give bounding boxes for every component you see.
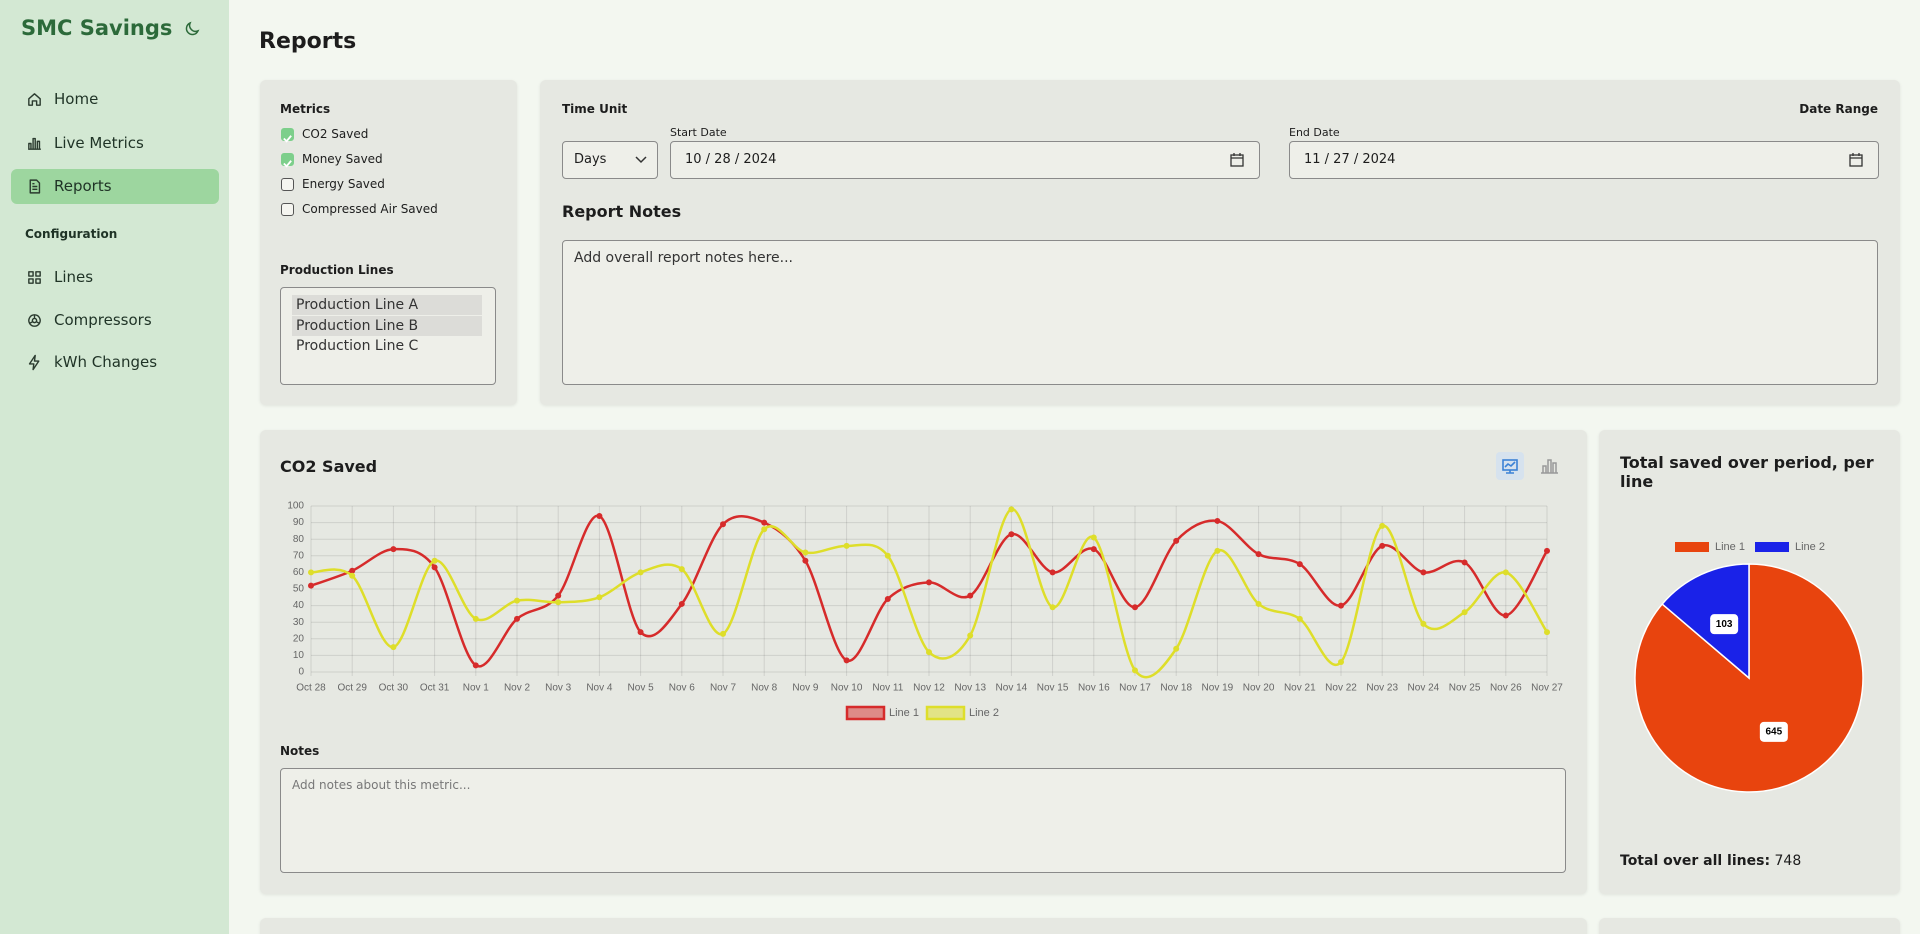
select-value: Days bbox=[574, 152, 607, 167]
date-value: 10 / 28 / 2024 bbox=[685, 152, 777, 167]
calendar-icon bbox=[1849, 153, 1863, 167]
nav-icon bbox=[28, 354, 40, 371]
time-unit-select[interactable]: Days bbox=[562, 141, 658, 179]
date-input[interactable]: 11 / 27 / 2024 bbox=[1289, 141, 1879, 179]
report-notes-title: Report Notes bbox=[562, 202, 682, 221]
date-value: 11 / 27 / 2024 bbox=[1304, 152, 1396, 167]
brand: SMC Savings bbox=[21, 16, 173, 40]
check bbox=[283, 160, 292, 168]
chart-title: Total saved over period, per line bbox=[1620, 453, 1874, 491]
total-label: Total over all lines: bbox=[1620, 853, 1771, 869]
placeholder: Add notes about this metric... bbox=[292, 778, 471, 792]
checkbox-label: Energy Saved bbox=[302, 177, 385, 191]
checkbox[interactable] bbox=[281, 153, 294, 168]
nav-label: kWh Changes bbox=[54, 353, 158, 371]
report-card: Time Unit Date Range Days Start Date 10 / 28… bbox=[540, 80, 1900, 405]
chart-title: CO2 Saved bbox=[280, 457, 378, 476]
nav-icon bbox=[29, 179, 41, 194]
nav-icon bbox=[28, 93, 41, 106]
metric-card: CO2 Saved Notes Add notes about this metri… bbox=[260, 430, 1587, 894]
pie-card: Total saved over period, per line Total o… bbox=[1599, 430, 1900, 894]
nav-item[interactable]: Reports bbox=[11, 169, 219, 204]
nav-label: Live Metrics bbox=[54, 133, 144, 152]
metrics-label: Metrics bbox=[280, 102, 331, 116]
checkbox[interactable] bbox=[281, 178, 294, 191]
metric-notes-input[interactable]: Add notes about this metric... bbox=[280, 768, 1566, 873]
filters-card: Metrics CO2 Saved Money Saved Energy Saved C… bbox=[260, 80, 517, 405]
bar-view-button[interactable] bbox=[1535, 452, 1563, 480]
option-label: Production Line A bbox=[296, 297, 419, 313]
checkbox[interactable] bbox=[281, 203, 294, 216]
listbox-option[interactable]: Production Line C bbox=[292, 336, 482, 356]
placeholder: Add overall report notes here... bbox=[574, 250, 793, 266]
nav-label: Reports bbox=[54, 177, 112, 195]
total-line: Total over all lines: 748 bbox=[1620, 853, 1801, 869]
chart-view-button[interactable] bbox=[1496, 452, 1524, 480]
checkbox-label: CO2 Saved bbox=[302, 127, 369, 141]
nav-label: Compressors bbox=[54, 310, 152, 329]
nav-icon bbox=[28, 313, 41, 327]
report-notes-input[interactable]: Add overall report notes here... bbox=[562, 240, 1878, 385]
listbox-option[interactable]: Production Line A bbox=[292, 295, 482, 315]
nav-icon bbox=[28, 271, 41, 284]
checkbox[interactable] bbox=[281, 128, 294, 143]
date-label: Start Date bbox=[670, 126, 727, 139]
date-input[interactable]: 10 / 28 / 2024 bbox=[670, 141, 1260, 179]
nav-label: Lines bbox=[54, 268, 94, 286]
nav-item[interactable]: kWh Changes bbox=[11, 345, 219, 380]
next-card bbox=[260, 918, 1587, 934]
checkbox-label: Money Saved bbox=[302, 152, 383, 166]
nav-item[interactable]: Home bbox=[11, 82, 219, 117]
option-label: Production Line C bbox=[296, 338, 419, 354]
nav-item[interactable]: Live Metrics bbox=[11, 126, 219, 161]
listbox-option[interactable]: Production Line B bbox=[292, 315, 482, 336]
checkbox-label: Compressed Air Saved bbox=[302, 202, 438, 216]
next-card bbox=[1599, 918, 1900, 934]
calendar-icon bbox=[1230, 153, 1244, 167]
date-range-label: Date Range bbox=[1799, 102, 1878, 116]
theme-toggle[interactable] bbox=[183, 20, 201, 38]
nav-icon bbox=[28, 137, 41, 150]
notes-label: Notes bbox=[280, 744, 320, 758]
chevron bbox=[635, 156, 647, 164]
page-title: Reports bbox=[259, 29, 357, 54]
option-label: Production Line B bbox=[296, 317, 419, 334]
nav-item[interactable]: Compressors bbox=[11, 303, 219, 338]
nav-section: Configuration bbox=[25, 227, 118, 241]
nav-item[interactable]: Lines bbox=[11, 260, 219, 295]
date-label: End Date bbox=[1289, 126, 1340, 139]
nav-label: Home bbox=[54, 90, 99, 108]
total-value: 748 bbox=[1774, 853, 1802, 869]
sidebar: SMC Savings Home Live Metrics Reports Confi… bbox=[0, 0, 229, 934]
lines-label: Production Lines bbox=[280, 263, 394, 277]
listbox[interactable]: Production Line A Production Line B Produc… bbox=[280, 287, 496, 385]
check bbox=[283, 135, 292, 143]
time-unit-label: Time Unit bbox=[562, 102, 628, 116]
